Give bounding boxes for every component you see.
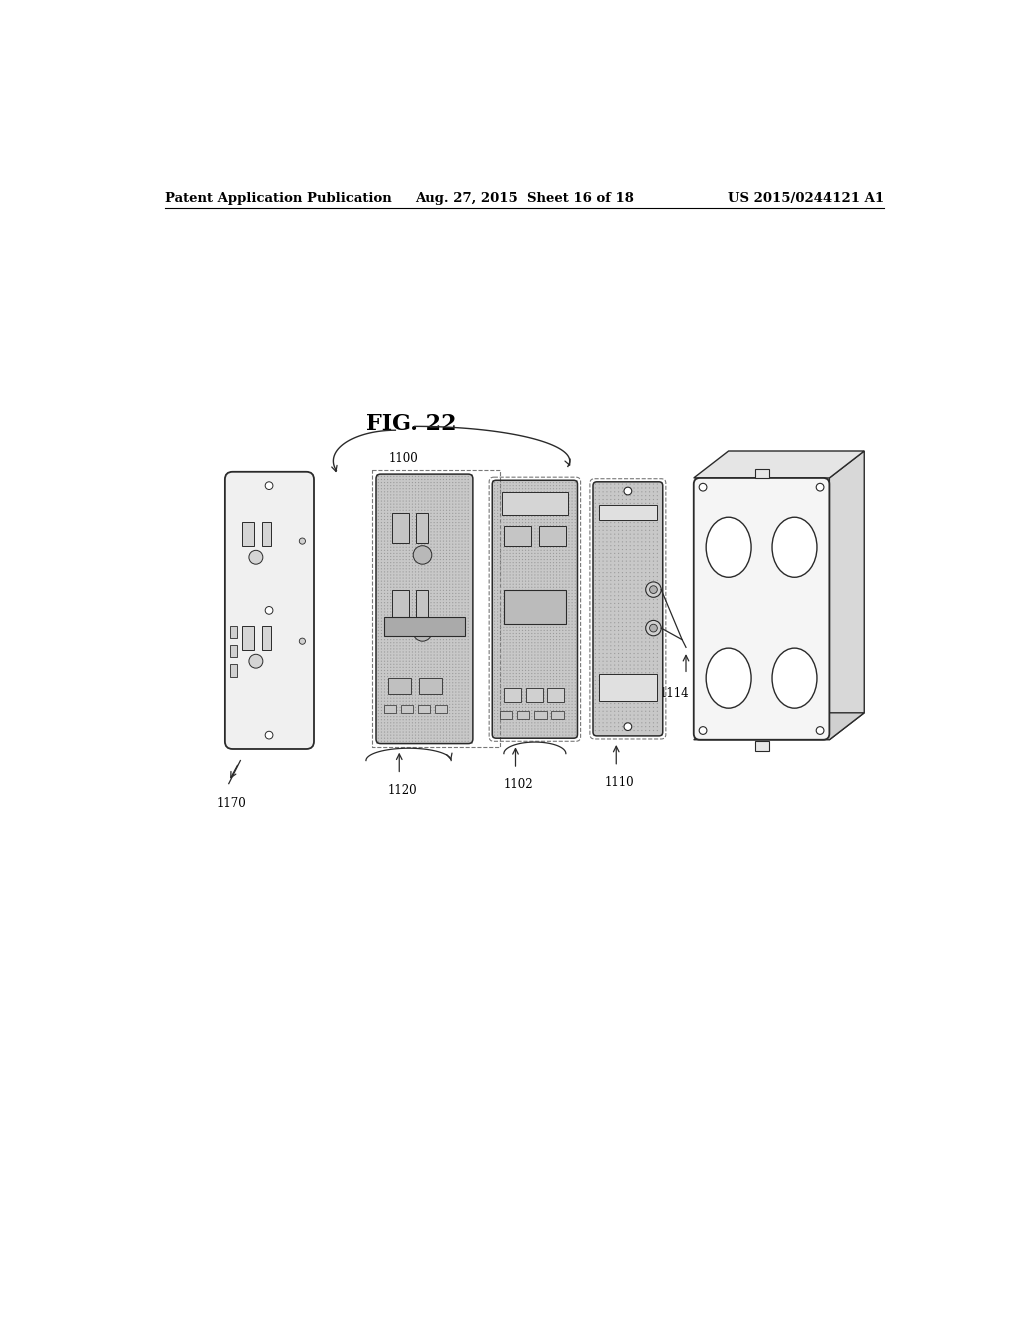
- Bar: [418, 705, 430, 713]
- Bar: [525, 688, 543, 702]
- Bar: [500, 711, 512, 719]
- Ellipse shape: [772, 648, 817, 708]
- Bar: [262, 626, 270, 651]
- Bar: [539, 527, 566, 545]
- Text: 1110: 1110: [604, 776, 634, 789]
- Text: 1102: 1102: [504, 779, 534, 791]
- Bar: [388, 678, 411, 693]
- Circle shape: [649, 624, 657, 632]
- Ellipse shape: [707, 517, 751, 577]
- Bar: [535, 711, 547, 719]
- Circle shape: [249, 655, 263, 668]
- Circle shape: [699, 483, 707, 491]
- Text: US 2015/0244121 A1: US 2015/0244121 A1: [728, 191, 885, 205]
- Bar: [755, 469, 769, 478]
- Bar: [504, 527, 531, 545]
- Circle shape: [646, 620, 662, 636]
- Bar: [242, 626, 254, 651]
- Circle shape: [699, 726, 707, 734]
- Ellipse shape: [772, 517, 817, 577]
- Circle shape: [249, 550, 263, 564]
- Text: 1120: 1120: [388, 784, 417, 797]
- Bar: [417, 512, 428, 544]
- Bar: [242, 521, 254, 546]
- Circle shape: [649, 586, 657, 594]
- Bar: [593, 482, 663, 737]
- Circle shape: [299, 638, 305, 644]
- Text: 1114: 1114: [659, 688, 689, 701]
- Circle shape: [265, 607, 273, 614]
- Bar: [419, 678, 442, 693]
- Ellipse shape: [707, 648, 751, 708]
- Circle shape: [299, 539, 305, 544]
- Polygon shape: [693, 451, 864, 478]
- Polygon shape: [693, 713, 864, 739]
- Text: Aug. 27, 2015  Sheet 16 of 18: Aug. 27, 2015 Sheet 16 of 18: [416, 191, 634, 205]
- Bar: [551, 711, 563, 719]
- Bar: [384, 616, 465, 636]
- Circle shape: [816, 483, 824, 491]
- Bar: [417, 590, 428, 620]
- Bar: [755, 742, 769, 751]
- Bar: [493, 480, 578, 738]
- Bar: [400, 705, 414, 713]
- Bar: [391, 590, 409, 620]
- Circle shape: [414, 545, 432, 564]
- FancyBboxPatch shape: [225, 471, 314, 748]
- Circle shape: [414, 623, 432, 642]
- Bar: [504, 688, 521, 702]
- Bar: [376, 474, 473, 743]
- Bar: [391, 512, 409, 544]
- Circle shape: [265, 731, 273, 739]
- Bar: [599, 506, 656, 520]
- Bar: [435, 705, 447, 713]
- Circle shape: [624, 487, 632, 495]
- Circle shape: [646, 582, 662, 597]
- Bar: [229, 664, 238, 677]
- Polygon shape: [829, 451, 864, 739]
- Bar: [229, 645, 238, 657]
- Bar: [599, 675, 656, 701]
- Bar: [229, 626, 238, 638]
- Bar: [502, 492, 568, 515]
- Bar: [517, 711, 529, 719]
- Circle shape: [816, 726, 824, 734]
- Bar: [547, 688, 564, 702]
- Text: 1170: 1170: [217, 797, 247, 809]
- FancyBboxPatch shape: [693, 478, 829, 739]
- Text: Patent Application Publication: Patent Application Publication: [165, 191, 392, 205]
- Circle shape: [624, 723, 632, 730]
- Text: FIG. 22: FIG. 22: [366, 412, 456, 434]
- Bar: [384, 705, 396, 713]
- Bar: [262, 521, 270, 546]
- Circle shape: [265, 482, 273, 490]
- Bar: [504, 590, 566, 624]
- Text: 1100: 1100: [388, 451, 418, 465]
